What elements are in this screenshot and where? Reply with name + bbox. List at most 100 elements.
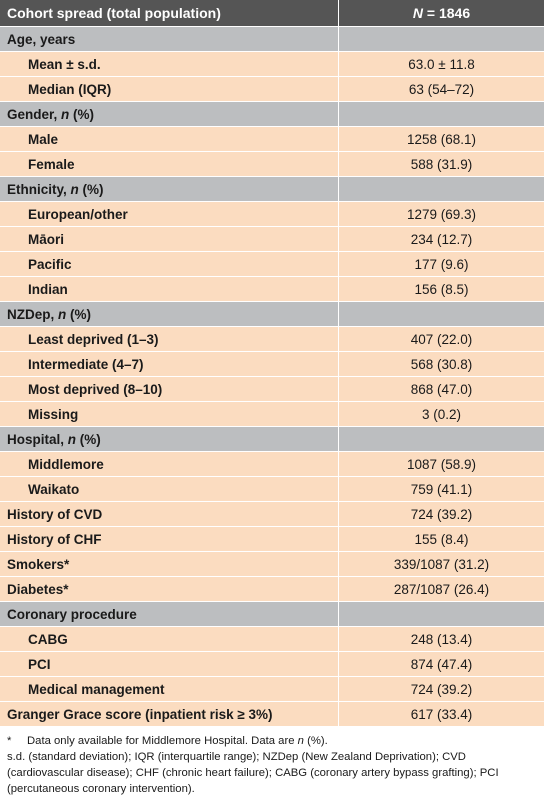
column-divider xyxy=(338,402,339,426)
section-row: Gender, n (%) xyxy=(0,102,544,127)
table-row: Smokers* 339/1087 (31.2) xyxy=(0,552,544,577)
table-row: CABG 248 (13.4) xyxy=(0,627,544,652)
row-label: Indian xyxy=(28,281,68,297)
row-value: 868 (47.0) xyxy=(410,381,473,397)
row-label: Hospital, n (%) xyxy=(7,431,101,447)
column-divider xyxy=(338,427,339,451)
column-divider xyxy=(338,477,339,501)
row-label: Waikato xyxy=(28,481,80,497)
column-divider xyxy=(338,77,339,101)
table-row: Median (IQR) 63 (54–72) xyxy=(0,77,544,102)
column-divider xyxy=(338,152,339,176)
row-value: 617 (33.4) xyxy=(410,706,473,722)
table-row: Mean ± s.d. 63.0 ± 11.8 xyxy=(0,52,544,77)
column-divider xyxy=(338,652,339,676)
table-row: Most deprived (8–10) 868 (47.0) xyxy=(0,377,544,402)
column-divider xyxy=(338,202,339,226)
column-divider xyxy=(338,452,339,476)
column-divider xyxy=(338,377,339,401)
column-divider xyxy=(338,127,339,151)
row-label: Gender, n (%) xyxy=(7,106,95,122)
column-divider xyxy=(338,602,339,626)
table-row: Least deprived (1–3) 407 (22.0) xyxy=(0,327,544,352)
row-label: Most deprived (8–10) xyxy=(28,381,163,397)
section-row: Hospital, n (%) xyxy=(0,427,544,452)
column-divider xyxy=(338,52,339,76)
row-label: Median (IQR) xyxy=(28,81,112,97)
table-row: Waikato 759 (41.1) xyxy=(0,477,544,502)
row-label: Pacific xyxy=(28,256,72,272)
table-row: European/other 1279 (69.3) xyxy=(0,202,544,227)
table-row: Diabetes* 287/1087 (26.4) xyxy=(0,577,544,602)
table-body: Age, years Mean ± s.d. 63.0 ± 11.8 Median (… xyxy=(0,27,544,727)
table-header: Cohort spread (total population) N = 184… xyxy=(0,0,544,27)
section-row: NZDep, n (%) xyxy=(0,302,544,327)
table-row: Māori 234 (12.7) xyxy=(0,227,544,252)
row-label: Granger Grace score (inpatient risk ≥ 3%… xyxy=(7,706,273,722)
footnotes: * Data only available for Middlemore Hosp… xyxy=(0,727,544,797)
column-divider xyxy=(338,327,339,351)
row-value: 177 (9.6) xyxy=(414,256,469,272)
column-divider xyxy=(338,627,339,651)
row-value: 1279 (69.3) xyxy=(406,206,477,222)
footnote-abbreviations: s.d. (standard deviation); IQR (interqua… xyxy=(7,751,499,795)
table-row: Male 1258 (68.1) xyxy=(0,127,544,152)
row-value: 156 (8.5) xyxy=(414,281,469,297)
row-value: 63 (54–72) xyxy=(408,81,475,97)
table-row: Granger Grace score (inpatient risk ≥ 3%… xyxy=(0,702,544,727)
column-divider xyxy=(338,352,339,376)
row-value: 759 (41.1) xyxy=(410,481,473,497)
row-label: CABG xyxy=(28,631,68,647)
row-label: Age, years xyxy=(7,31,76,47)
row-value: 234 (12.7) xyxy=(410,231,473,247)
column-divider xyxy=(338,552,339,576)
table-row: Female 588 (31.9) xyxy=(0,152,544,177)
table-row: Pacific 177 (9.6) xyxy=(0,252,544,277)
row-value: 724 (39.2) xyxy=(410,681,473,697)
row-value: 248 (13.4) xyxy=(410,631,473,647)
header-label: Cohort spread (total population) xyxy=(7,5,221,21)
row-label: History of CHF xyxy=(7,531,102,547)
row-label: Smokers* xyxy=(7,556,70,572)
row-label: Missing xyxy=(28,406,79,422)
section-row: Coronary procedure xyxy=(0,602,544,627)
row-label: History of CVD xyxy=(7,506,103,522)
column-divider xyxy=(338,302,339,326)
row-label: European/other xyxy=(28,206,128,222)
row-value: 63.0 ± 11.8 xyxy=(408,56,475,72)
row-value: 588 (31.9) xyxy=(410,156,473,172)
table-row: Medical management 724 (39.2) xyxy=(0,677,544,702)
row-value: 287/1087 (26.4) xyxy=(393,581,490,597)
table-row: PCI 874 (47.4) xyxy=(0,652,544,677)
row-value: 1258 (68.1) xyxy=(406,131,477,147)
row-label: Māori xyxy=(28,231,65,247)
column-divider xyxy=(338,252,339,276)
row-label: PCI xyxy=(28,656,51,672)
column-divider xyxy=(338,577,339,601)
cohort-table: Cohort spread (total population) N = 184… xyxy=(0,0,544,727)
section-row: Ethnicity, n (%) xyxy=(0,177,544,202)
section-row: Age, years xyxy=(0,27,544,52)
table-row: Intermediate (4–7) 568 (30.8) xyxy=(0,352,544,377)
column-divider xyxy=(338,27,339,51)
table-row: History of CHF 155 (8.4) xyxy=(0,527,544,552)
row-label: Least deprived (1–3) xyxy=(28,331,159,347)
row-value: 1087 (58.9) xyxy=(406,456,477,472)
row-label: Coronary procedure xyxy=(7,606,137,622)
table-row: Middlemore 1087 (58.9) xyxy=(0,452,544,477)
row-value: 874 (47.4) xyxy=(410,656,473,672)
row-value: 568 (30.8) xyxy=(410,356,473,372)
row-value: 407 (22.0) xyxy=(410,331,473,347)
footnote-star: * Data only available for Middlemore Hosp… xyxy=(7,735,328,747)
row-value: 724 (39.2) xyxy=(410,506,473,522)
row-label: NZDep, n (%) xyxy=(7,306,92,322)
row-label: Middlemore xyxy=(28,456,104,472)
column-divider xyxy=(338,177,339,201)
row-label: Medical management xyxy=(28,681,165,697)
column-divider xyxy=(338,227,339,251)
column-divider xyxy=(338,702,339,726)
column-divider xyxy=(338,0,339,26)
table-row: Indian 156 (8.5) xyxy=(0,277,544,302)
column-divider xyxy=(338,677,339,701)
row-label: Diabetes* xyxy=(7,581,69,597)
